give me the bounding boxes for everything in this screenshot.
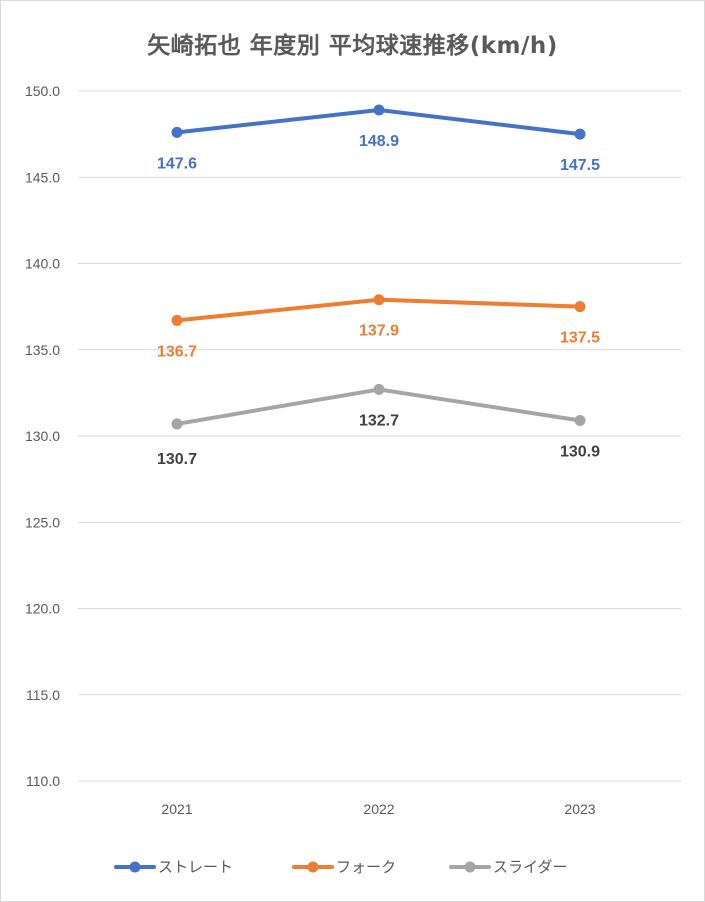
y-tick-label: 120.0 — [25, 601, 60, 617]
data-label: 147.6 — [157, 155, 197, 172]
legend-label: スライダー — [493, 858, 567, 876]
legend-swatch-marker — [307, 861, 319, 873]
data-point — [373, 104, 385, 116]
x-axis-ticks: 2021 2022 2023 — [161, 801, 595, 817]
data-point — [574, 301, 586, 313]
data-point — [574, 128, 586, 140]
legend-swatch-marker — [129, 861, 141, 873]
y-tick-label: 130.0 — [25, 428, 60, 444]
y-tick-label: 125.0 — [25, 514, 60, 530]
data-label: 137.9 — [359, 323, 399, 340]
legend: ストレート フォーク スライダー — [114, 858, 567, 876]
legend-item: スライダー — [449, 858, 567, 876]
legend-item: フォーク — [292, 858, 396, 876]
y-tick-label: 150.0 — [25, 83, 60, 99]
legend-label: フォーク — [336, 858, 396, 876]
legend-swatch-marker — [464, 861, 476, 873]
data-label: 147.5 — [560, 157, 600, 174]
data-label: 132.7 — [359, 412, 399, 429]
data-point — [373, 294, 385, 306]
data-point — [171, 126, 183, 138]
data-label: 137.5 — [560, 330, 600, 347]
x-tick-label: 2023 — [564, 801, 595, 817]
gridlines — [78, 90, 681, 782]
data-point — [171, 314, 183, 326]
data-label: 130.9 — [560, 443, 600, 460]
y-tick-label: 115.0 — [26, 687, 60, 703]
y-tick-label: 135.0 — [25, 342, 60, 358]
data-point — [373, 383, 385, 395]
chart-title: 矢崎拓也 年度別 平均球速推移(km/h) — [147, 33, 558, 59]
y-axis-ticks: 110.0 115.0 120.0 125.0 130.0 135.0 140.0 145.0… — [25, 83, 60, 789]
y-tick-label: 140.0 — [25, 256, 60, 272]
y-tick-label: 110.0 — [26, 773, 60, 789]
data-point — [574, 414, 586, 426]
data-point — [171, 418, 183, 430]
series-layer — [171, 104, 586, 430]
data-label: 136.7 — [157, 343, 197, 360]
legend-label: ストレート — [158, 858, 233, 876]
data-label: 130.7 — [157, 451, 197, 468]
y-tick-label: 145.0 — [25, 169, 60, 185]
data-label: 148.9 — [359, 133, 399, 150]
legend-item: ストレート — [114, 858, 233, 876]
x-tick-label: 2021 — [161, 801, 192, 817]
x-tick-label: 2022 — [363, 801, 394, 817]
data-labels: 147.6 148.9 147.5 136.7 137.9 137.5 130.7 132.7… — [157, 133, 600, 468]
